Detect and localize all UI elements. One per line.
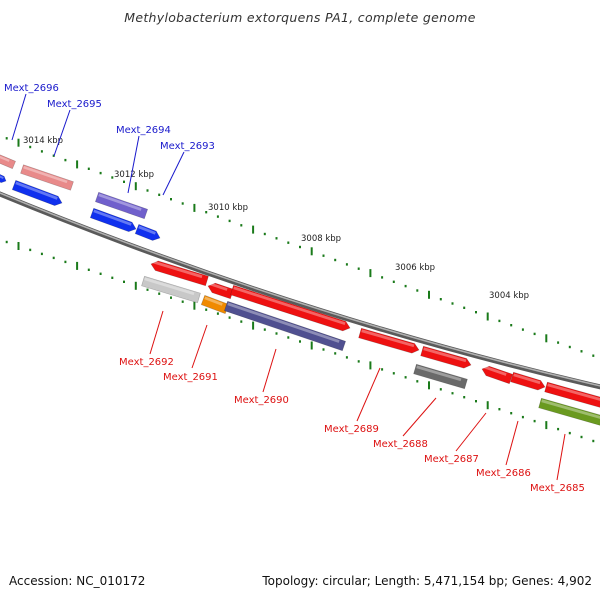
ruler-label: 3010 kbp — [208, 203, 248, 213]
gene-arrow[interactable] — [0, 172, 7, 184]
callout-line — [356, 367, 381, 422]
gene-label[interactable]: Mext_2691 — [163, 372, 218, 383]
ruler-label: 3004 kbp — [489, 291, 529, 301]
gene-arrow[interactable] — [538, 397, 600, 429]
gene-arrow[interactable] — [420, 345, 473, 370]
gene-label[interactable]: Mext_2689 — [324, 424, 379, 435]
gene-arrow[interactable] — [230, 284, 351, 333]
gene-label[interactable]: Mext_2687 — [424, 454, 479, 465]
ruler-label: 3012 kbp — [114, 170, 154, 180]
genome-backbone-highlight — [0, 192, 600, 387]
gene-label[interactable]: Mext_2690 — [234, 395, 289, 406]
gene-arrow[interactable] — [358, 327, 421, 355]
gene-features[interactable] — [0, 152, 600, 429]
genome-backbone — [0, 191, 600, 390]
map-title: Methylobacterium extorquens PA1, complet… — [124, 10, 476, 25]
gene-arrow[interactable] — [206, 281, 234, 300]
callout-line — [149, 310, 164, 355]
gene-arrow[interactable] — [141, 275, 201, 304]
gene-arrow[interactable] — [0, 152, 16, 170]
gene-label[interactable]: Mext_2693 — [160, 141, 215, 152]
gene-arrow[interactable] — [544, 381, 600, 410]
gene-arrow[interactable] — [134, 223, 162, 242]
callout-line — [53, 109, 71, 157]
gene-arrow[interactable] — [480, 364, 514, 385]
gene-arrow[interactable] — [200, 294, 230, 315]
callout-line — [505, 420, 519, 466]
ruler-label: 3008 kbp — [301, 234, 341, 244]
callout-line — [11, 93, 27, 141]
gene-label[interactable]: Mext_2695 — [47, 99, 102, 110]
callout-line — [162, 151, 185, 196]
gene-label[interactable]: Mext_2688 — [373, 439, 428, 450]
genome-summary-text: Topology: circular; Length: 5,471,154 bp… — [262, 574, 592, 588]
callout-line — [556, 433, 566, 481]
tick-marks — [5, 137, 595, 443]
gene-arrow[interactable] — [20, 164, 74, 191]
gene-arrow[interactable] — [150, 259, 209, 287]
accession-text: Accession: NC_010172 — [9, 574, 146, 588]
gene-arrow[interactable] — [510, 371, 547, 392]
callout-line — [191, 324, 208, 369]
callout-line — [402, 397, 437, 437]
gene-arrow[interactable] — [11, 179, 64, 207]
gene-arrow[interactable] — [413, 363, 468, 390]
backbone-group — [0, 191, 600, 390]
gene-arrow[interactable] — [94, 191, 149, 220]
gene-label[interactable]: Mext_2694 — [116, 125, 171, 136]
gene-label[interactable]: Mext_2692 — [119, 357, 174, 368]
ruler-label: 3014 kbp — [23, 136, 63, 146]
callout-line — [262, 348, 277, 393]
ruler-label: 3006 kbp — [395, 263, 435, 273]
gene-arrow[interactable] — [224, 300, 346, 352]
gene-label[interactable]: Mext_2686 — [476, 468, 531, 479]
callout-line — [127, 135, 140, 194]
gene-label[interactable]: Mext_2696 — [4, 83, 59, 94]
callout-line — [455, 412, 487, 452]
gene-arrow[interactable] — [89, 207, 137, 233]
gene-label[interactable]: Mext_2685 — [530, 483, 585, 494]
gene-callouts: Mext_2696 Mext_2695 Mext_2694 Mext_2693 Mext… — [4, 83, 585, 494]
ruler-labels: 3014 kbp 3012 kbp 3010 kbp 3008 kbp 3006 kbp… — [23, 136, 529, 301]
